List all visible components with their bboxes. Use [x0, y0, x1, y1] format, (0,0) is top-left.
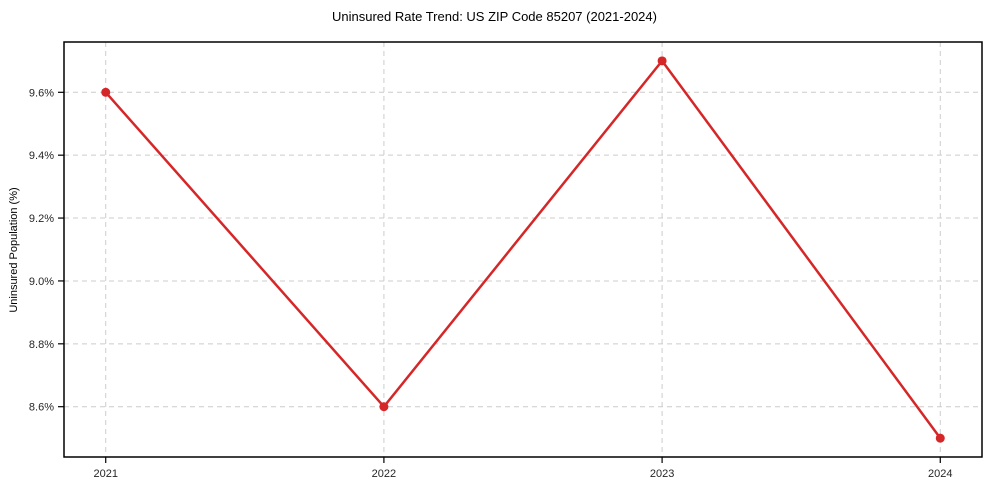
trend-line [104, 59, 942, 440]
x-tick-label: 2022 [372, 468, 396, 480]
data-point [379, 402, 389, 412]
y-tick-label: 9.6% [29, 87, 54, 99]
data-point [101, 87, 111, 97]
y-tick-label: 8.6% [29, 402, 54, 414]
y-tick-label: 8.8% [29, 339, 54, 351]
data-point [657, 56, 667, 66]
y-tick-label: 9.2% [29, 213, 54, 225]
y-tick-label: 9.0% [29, 276, 54, 288]
chart-title: Uninsured Rate Trend: US ZIP Code 85207 … [332, 9, 657, 24]
data-point [935, 433, 945, 443]
x-tick-label: 2024 [928, 468, 952, 480]
y-tick-label: 9.4% [29, 150, 54, 162]
x-tick-label: 2021 [93, 468, 117, 480]
x-tick-label: 2023 [650, 468, 674, 480]
plot-border [63, 41, 983, 458]
